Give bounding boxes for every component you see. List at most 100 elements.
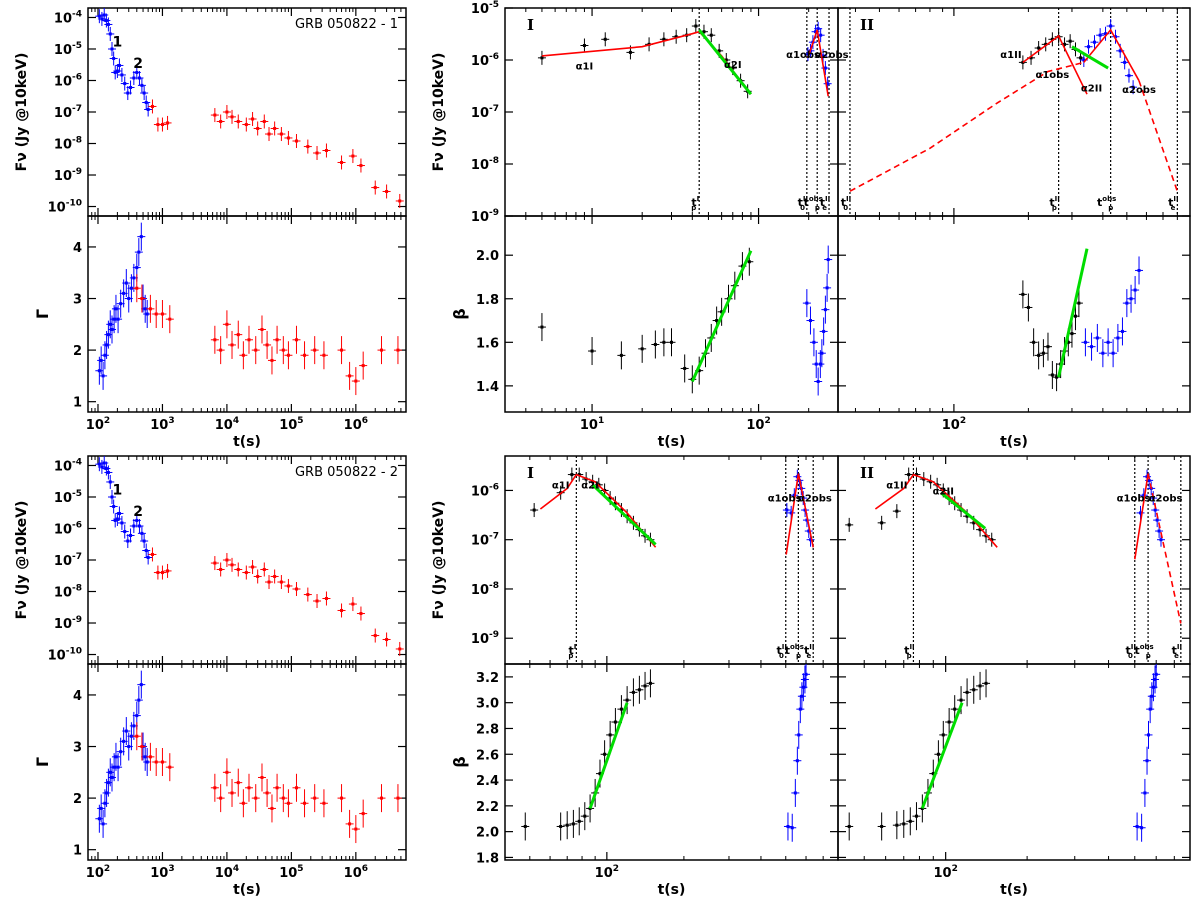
data-point <box>978 528 982 532</box>
data-point <box>1079 56 1083 60</box>
data-point <box>117 511 121 515</box>
x-tick-label: 104 <box>215 416 239 433</box>
data-point <box>619 353 623 357</box>
data-point <box>127 297 131 301</box>
data-point <box>793 791 797 795</box>
data-point <box>135 518 139 522</box>
data-point <box>110 775 114 779</box>
data-point <box>294 139 298 143</box>
y-tick-label: 10-9 <box>471 630 499 647</box>
data-point <box>137 524 141 528</box>
data-point <box>590 349 594 353</box>
data-point <box>1106 340 1110 344</box>
annotation: α2obs <box>1122 85 1156 96</box>
x-axis-label: t(s) <box>658 434 686 450</box>
data-point <box>1098 33 1102 37</box>
data-point <box>929 480 933 484</box>
data-point <box>1150 694 1154 698</box>
data-point <box>108 322 112 326</box>
data-point <box>213 338 217 342</box>
data-point <box>631 690 635 694</box>
data-point <box>953 707 957 711</box>
data-point <box>251 565 255 569</box>
data-point <box>724 58 728 62</box>
data-point <box>1155 518 1159 522</box>
x-axis-label: t(s) <box>1000 434 1028 450</box>
data-point <box>126 91 130 95</box>
data-point <box>279 580 283 584</box>
y-tick-label: 10-8 <box>471 581 499 598</box>
data-point <box>101 822 105 826</box>
data-point <box>1135 824 1139 828</box>
series-line-fit <box>939 491 987 530</box>
data-point <box>115 517 119 521</box>
data-point <box>613 501 617 505</box>
data-point <box>144 549 148 553</box>
data-point <box>826 82 830 86</box>
data-point <box>603 37 607 41</box>
y-tick-label: 10-8 <box>54 136 82 153</box>
data-point <box>1151 685 1155 689</box>
data-point <box>142 539 146 543</box>
vline-label: tII p <box>904 643 914 660</box>
data-point <box>583 814 587 818</box>
y-axis-label: Fν (Jy @10keV) <box>14 53 30 172</box>
data-point <box>965 690 969 694</box>
annotation: α1II <box>1000 50 1021 61</box>
y-tick-label: 2 <box>73 344 82 359</box>
data-point <box>156 571 160 575</box>
data-point <box>354 827 358 831</box>
data-point <box>1082 58 1086 62</box>
data-point <box>97 14 101 18</box>
annotation: α1obs <box>1117 493 1151 504</box>
data-point <box>1063 42 1067 46</box>
annotation: α1obs <box>1035 70 1069 81</box>
data-point <box>577 819 581 823</box>
y-tick-label: 10-7 <box>54 552 82 569</box>
data-point <box>340 348 344 352</box>
data-point <box>1139 511 1143 515</box>
data-point <box>100 465 104 469</box>
x-tick-label: 102 <box>746 416 770 433</box>
data-point <box>294 338 298 342</box>
data-point <box>1083 340 1087 344</box>
axes-frame <box>504 215 839 413</box>
data-point <box>373 186 377 190</box>
data-point <box>895 509 899 513</box>
data-point <box>1157 529 1161 533</box>
data-point <box>275 786 279 790</box>
data-point <box>591 480 595 484</box>
data-point <box>129 734 133 738</box>
data-point <box>908 819 912 823</box>
data-point <box>396 796 400 800</box>
y-tick-label: 2.8 <box>476 722 499 737</box>
y-tick-label: 10-6 <box>471 52 499 69</box>
data-point <box>1159 538 1163 542</box>
data-point <box>122 739 126 743</box>
x-axis-label: t(s) <box>233 434 261 450</box>
panel-title: GRB 050822 - 1 <box>295 17 398 32</box>
data-point <box>286 801 290 805</box>
data-point <box>106 781 110 785</box>
data-point <box>1147 733 1151 737</box>
data-point <box>1153 508 1157 512</box>
data-point <box>251 117 255 121</box>
data-point <box>140 745 144 749</box>
x-axis-label: t(s) <box>658 882 686 898</box>
data-point <box>236 567 240 571</box>
data-point <box>972 688 976 692</box>
data-point <box>559 824 563 828</box>
data-point <box>143 755 147 759</box>
data-point <box>637 688 641 692</box>
data-point <box>102 461 106 465</box>
data-point <box>148 755 152 759</box>
data-point <box>103 801 107 805</box>
data-point <box>1114 35 1118 39</box>
y-tick-label: 2.6 <box>476 748 499 763</box>
data-point <box>1118 49 1122 53</box>
data-point <box>823 308 827 312</box>
vline-label: tII e <box>804 643 814 660</box>
data-point <box>110 495 114 499</box>
y-tick-label: 2.0 <box>476 249 499 264</box>
data-point <box>790 826 794 830</box>
